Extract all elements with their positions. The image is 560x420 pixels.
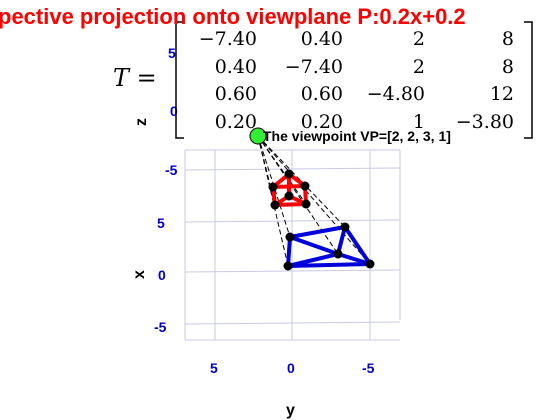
matrix-right-bracket xyxy=(524,21,533,139)
y-tick: 0 xyxy=(287,360,295,376)
y-axis-label: y xyxy=(286,402,295,419)
object-shape xyxy=(286,225,372,268)
viewpoint-label: The viewpoint VP=[2, 2, 3, 1] xyxy=(263,128,451,144)
y-tick: -5 xyxy=(362,360,375,376)
matrix-left-bracket xyxy=(175,21,184,139)
matrix-cell: 0.20 xyxy=(301,111,343,133)
matrix-cell: 1 xyxy=(413,111,425,133)
vertex-points xyxy=(268,169,375,271)
z-tick: 5 xyxy=(168,45,176,61)
diagram-title: pective projection onto viewplane P:0.2x… xyxy=(0,4,466,29)
x-tick: 5 xyxy=(157,215,165,231)
matrix-label: T = xyxy=(113,64,157,92)
matrix-cell: 8 xyxy=(502,28,514,50)
matrix-cell: 12 xyxy=(490,83,514,105)
z-axis-label: z xyxy=(133,118,150,126)
axes-box xyxy=(184,149,401,341)
matrix-cell: 0.40 xyxy=(215,56,257,78)
matrix-cell: 0.20 xyxy=(215,111,257,133)
x-tick: 0 xyxy=(158,267,166,283)
z-tick: -5 xyxy=(165,162,178,178)
matrix-cell: 0.60 xyxy=(215,83,257,105)
matrix-cell: −4.80 xyxy=(367,83,425,105)
matrix-cell: −3.80 xyxy=(456,111,514,133)
transformation-matrix: T = −7.40 0.40 2 8 0.40 −7.40 2 8 0.60 0… xyxy=(113,21,533,139)
matrix-cell: 0.60 xyxy=(301,83,343,105)
matrix-cell: 2 xyxy=(413,28,425,50)
x-axis-label: x xyxy=(131,270,148,279)
matrix-cell: 8 xyxy=(502,56,514,78)
matrix-cell: 0.40 xyxy=(301,28,343,50)
viewpoint-marker xyxy=(249,127,267,145)
x-tick: -5 xyxy=(154,319,167,335)
matrix-cell: 2 xyxy=(413,56,425,78)
z-tick: 0 xyxy=(170,103,178,119)
y-tick: 5 xyxy=(210,360,218,376)
matrix-cell: −7.40 xyxy=(285,56,343,78)
matrix-cell: −7.40 xyxy=(199,28,257,50)
